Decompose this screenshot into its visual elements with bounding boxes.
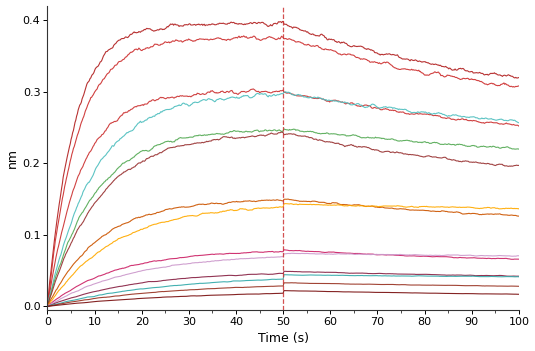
X-axis label: Time (s): Time (s): [258, 332, 309, 345]
Y-axis label: nm: nm: [5, 148, 19, 168]
